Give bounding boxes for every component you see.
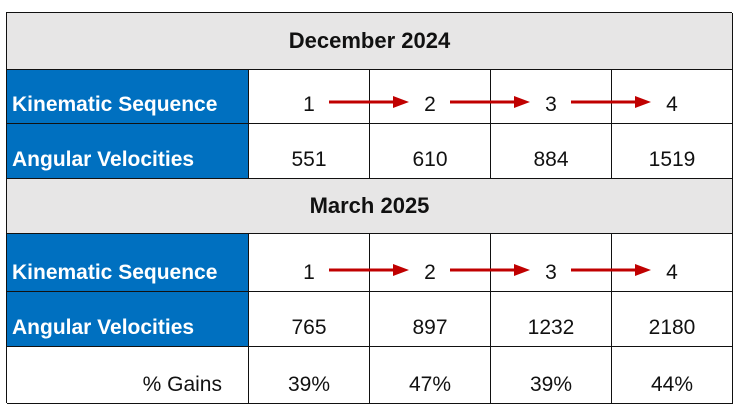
- velocity-value: 551: [249, 124, 370, 179]
- gain-value: 39%: [491, 347, 612, 404]
- sequence-value: 1: [303, 93, 315, 116]
- gain-value: 47%: [370, 347, 491, 404]
- gain-value: 39%: [249, 347, 370, 404]
- gain-value: 44%: [612, 347, 733, 404]
- sequence-cell: 1: [249, 234, 409, 292]
- sequence-cell: 3: [491, 234, 651, 292]
- kinematic-sequence-label: Kinematic Sequence: [7, 70, 249, 124]
- sequence-cell: 4: [612, 234, 733, 292]
- sequence-cell: 2: [370, 234, 530, 292]
- angular-velocities-label: Angular Velocities: [7, 124, 249, 179]
- section-title-december-2024: December 2024: [7, 13, 733, 70]
- sequence-value: 2: [424, 261, 436, 284]
- angular-velocities-label: Angular Velocities: [7, 292, 249, 347]
- kinematic-sequence-label: Kinematic Sequence: [7, 234, 249, 292]
- sequence-cell: 2: [370, 70, 530, 124]
- sequence-cell: 1: [249, 70, 409, 124]
- velocity-value: 884: [491, 124, 612, 179]
- sequence-cell: 3: [491, 70, 651, 124]
- velocity-value: 897: [370, 292, 491, 347]
- sequence-cell: 4: [612, 70, 733, 124]
- kinematic-table: December 2024 Kinematic Sequence 1 2 3 4…: [6, 12, 733, 404]
- right-arrow-icon: [571, 264, 651, 276]
- right-arrow-icon: [571, 96, 651, 108]
- right-arrow-icon: [329, 96, 409, 108]
- section-title-march-2025: March 2025: [7, 179, 733, 234]
- velocity-value: 610: [370, 124, 491, 179]
- sequence-value: 3: [545, 93, 557, 116]
- sequence-value: 4: [666, 93, 678, 116]
- sequence-value: 3: [545, 261, 557, 284]
- velocity-value: 2180: [612, 292, 733, 347]
- right-arrow-icon: [450, 264, 530, 276]
- velocity-value: 765: [249, 292, 370, 347]
- right-arrow-icon: [450, 96, 530, 108]
- sequence-value: 1: [303, 261, 315, 284]
- velocity-value: 1519: [612, 124, 733, 179]
- sequence-value: 4: [666, 261, 678, 284]
- velocity-value: 1232: [491, 292, 612, 347]
- right-arrow-icon: [329, 264, 409, 276]
- gains-label: % Gains: [7, 347, 249, 404]
- sequence-value: 2: [424, 93, 436, 116]
